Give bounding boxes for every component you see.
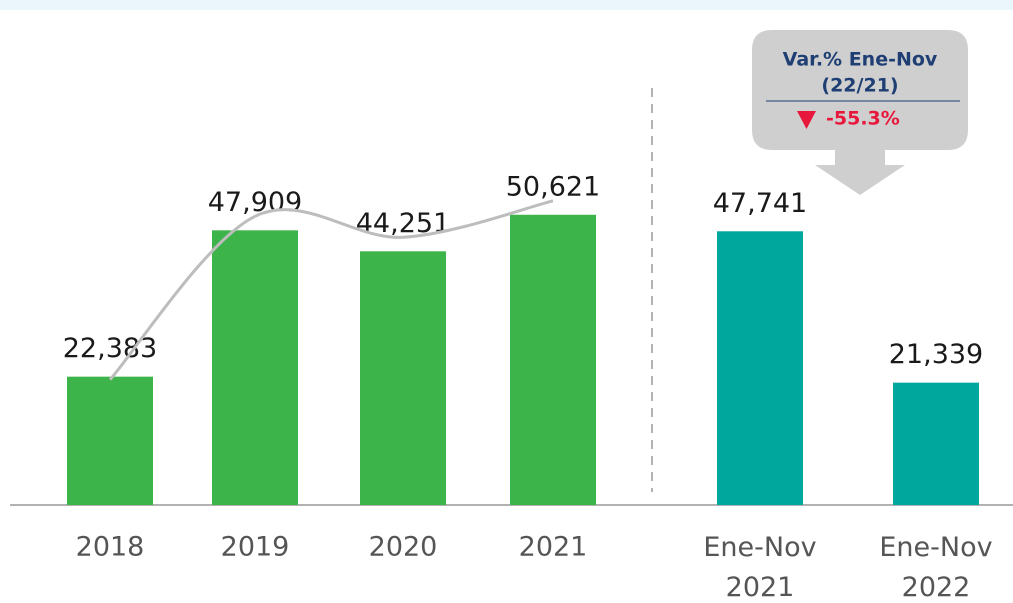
callout-value: -55.3% — [826, 108, 900, 130]
bar — [510, 214, 596, 505]
top-band — [0, 0, 1013, 10]
callout — [752, 30, 968, 195]
value-label: 21,339 — [889, 339, 983, 370]
bar — [67, 376, 153, 505]
callout-title: Var.% Ene-Nov — [783, 49, 938, 71]
trend-line — [108, 199, 554, 381]
bar — [212, 230, 298, 506]
x-tick-label: 2018 — [76, 532, 145, 563]
x-tick-label: 2020 — [369, 532, 438, 563]
value-label: 50,621 — [506, 171, 600, 202]
bar — [717, 231, 803, 506]
value-label: 47,909 — [208, 187, 302, 218]
bar — [893, 382, 979, 505]
value-label: 47,741 — [713, 188, 807, 219]
x-tick-label: 2019 — [221, 532, 290, 563]
x-tick-label: 2021 — [519, 532, 588, 563]
x-tick-label: Ene-Nov 2022 — [879, 532, 992, 603]
bar — [360, 251, 446, 505]
x-tick-label: Ene-Nov 2021 — [703, 532, 816, 603]
callout-subtitle: (22/21) — [821, 75, 898, 97]
down-triangle — [797, 111, 816, 129]
